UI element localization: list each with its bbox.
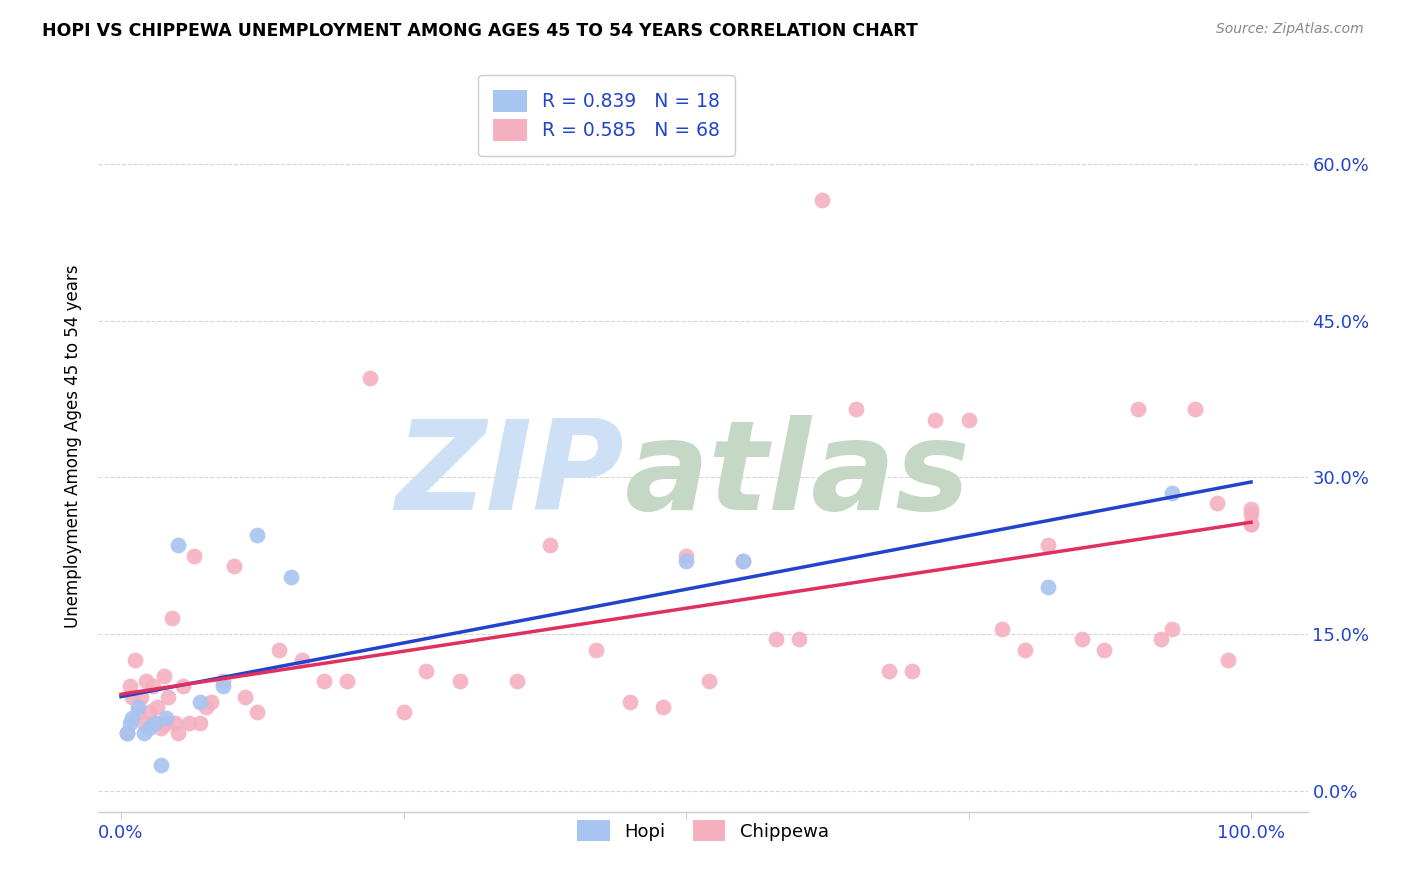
Text: Source: ZipAtlas.com: Source: ZipAtlas.com xyxy=(1216,22,1364,37)
Point xyxy=(787,632,810,647)
Point xyxy=(143,715,166,730)
Point xyxy=(127,706,149,720)
Point xyxy=(1126,402,1149,417)
Y-axis label: Unemployment Among Ages 45 to 54 years: Unemployment Among Ages 45 to 54 years xyxy=(65,264,83,628)
Point xyxy=(188,715,211,730)
Point xyxy=(120,715,142,730)
Point xyxy=(1240,501,1263,516)
Point xyxy=(132,715,155,730)
Point xyxy=(1240,517,1263,532)
Point xyxy=(183,549,205,563)
Point xyxy=(901,664,924,678)
Point xyxy=(131,690,153,704)
Point xyxy=(211,674,233,689)
Point xyxy=(121,711,143,725)
Point xyxy=(314,674,336,689)
Point xyxy=(1240,517,1263,532)
Point xyxy=(879,664,901,678)
Point xyxy=(924,413,946,427)
Point xyxy=(585,642,607,657)
Point xyxy=(124,653,146,667)
Point xyxy=(200,695,222,709)
Point xyxy=(166,538,188,552)
Point xyxy=(731,554,754,568)
Point xyxy=(138,721,160,735)
Point xyxy=(246,706,269,720)
Point xyxy=(1014,642,1036,657)
Point xyxy=(619,695,641,709)
Point xyxy=(121,690,143,704)
Point xyxy=(336,674,359,689)
Point xyxy=(155,711,177,725)
Point xyxy=(675,554,697,568)
Point xyxy=(765,632,787,647)
Point xyxy=(146,700,169,714)
Point xyxy=(1206,496,1229,510)
Point xyxy=(149,757,172,772)
Point xyxy=(177,715,200,730)
Point xyxy=(233,690,256,704)
Point xyxy=(280,569,302,583)
Point xyxy=(115,726,138,740)
Point xyxy=(392,706,415,720)
Point xyxy=(172,679,194,693)
Point xyxy=(222,559,245,574)
Point xyxy=(166,726,188,740)
Point xyxy=(810,194,832,208)
Point xyxy=(731,554,754,568)
Point xyxy=(138,706,160,720)
Point xyxy=(115,726,138,740)
Point xyxy=(1036,580,1059,594)
Point xyxy=(211,679,233,693)
Point xyxy=(135,674,157,689)
Point xyxy=(132,726,155,740)
Point xyxy=(143,715,166,730)
Point xyxy=(142,679,165,693)
Point xyxy=(359,371,381,385)
Point xyxy=(1092,642,1115,657)
Point xyxy=(246,528,269,542)
Text: ZIP: ZIP xyxy=(395,415,624,536)
Legend: Hopi, Chippewa: Hopi, Chippewa xyxy=(565,808,841,854)
Point xyxy=(188,695,211,709)
Point xyxy=(1161,486,1184,500)
Point xyxy=(153,669,176,683)
Point xyxy=(120,679,142,693)
Point xyxy=(160,611,183,625)
Point xyxy=(505,674,527,689)
Point xyxy=(697,674,720,689)
Point xyxy=(157,690,180,704)
Point xyxy=(1150,632,1173,647)
Point xyxy=(1161,622,1184,636)
Point xyxy=(449,674,471,689)
Point xyxy=(1240,507,1263,521)
Text: atlas: atlas xyxy=(624,415,970,536)
Point xyxy=(291,653,314,667)
Point xyxy=(165,715,187,730)
Point xyxy=(1218,653,1240,667)
Point xyxy=(991,622,1014,636)
Point xyxy=(675,549,697,563)
Point xyxy=(1070,632,1092,647)
Text: HOPI VS CHIPPEWA UNEMPLOYMENT AMONG AGES 45 TO 54 YEARS CORRELATION CHART: HOPI VS CHIPPEWA UNEMPLOYMENT AMONG AGES… xyxy=(42,22,918,40)
Point xyxy=(652,700,675,714)
Point xyxy=(1184,402,1206,417)
Point xyxy=(269,642,291,657)
Point xyxy=(149,721,172,735)
Point xyxy=(1036,538,1059,552)
Point xyxy=(538,538,561,552)
Point xyxy=(845,402,868,417)
Point xyxy=(194,700,217,714)
Point xyxy=(415,664,437,678)
Point xyxy=(155,715,177,730)
Point xyxy=(127,700,149,714)
Point xyxy=(957,413,980,427)
